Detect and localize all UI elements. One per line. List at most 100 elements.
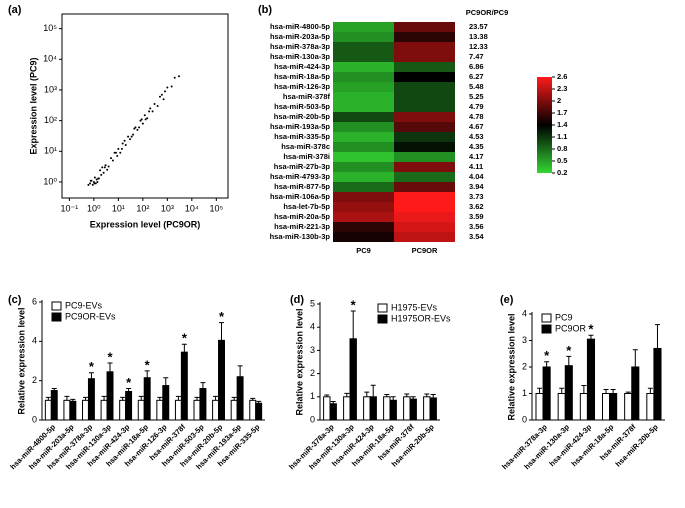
heat-cell	[333, 202, 394, 212]
row-label: hsa-miR-193a-5p	[270, 122, 330, 131]
ratio: 3.94	[469, 182, 484, 191]
heat-cell	[333, 232, 394, 242]
x-tick-label: 10⁴	[185, 203, 199, 213]
point	[153, 102, 156, 105]
row-label: hsa-miR-20b-5p	[274, 112, 331, 121]
bar	[106, 371, 114, 421]
error-bar	[410, 396, 416, 400]
point	[121, 142, 124, 145]
point	[143, 114, 146, 117]
error-bar	[384, 393, 390, 397]
bar	[249, 399, 257, 421]
error-bar	[51, 388, 57, 391]
point	[93, 176, 96, 179]
heat-cell	[333, 212, 394, 222]
x-tick-label: 10⁰	[87, 203, 101, 213]
error-bar	[390, 396, 396, 401]
bar	[646, 393, 655, 421]
error-bar	[370, 384, 376, 397]
ratio: 4.78	[469, 112, 484, 121]
heat-cell	[394, 102, 455, 112]
bar	[343, 396, 351, 421]
legend-swatch	[51, 301, 62, 311]
row-label: hsa-miR-424-3p	[274, 62, 330, 71]
point	[173, 76, 176, 79]
bar	[403, 396, 411, 421]
column-label: PC9OR	[412, 246, 438, 255]
heat-cell	[394, 222, 455, 232]
y-axis-label: Relative expression level	[294, 308, 304, 415]
bar	[193, 399, 201, 421]
heat-cell	[333, 142, 394, 152]
row-label: hsa-miR-221-3p	[274, 222, 330, 231]
heat-cell	[394, 192, 455, 202]
legend-swatch	[541, 324, 552, 334]
bar	[586, 338, 596, 421]
row-label: hsa-miR-503-5p	[274, 102, 330, 111]
point	[120, 147, 123, 150]
legend-label: H1975-EVs	[391, 302, 438, 312]
bar	[601, 393, 611, 421]
ratio: 3.62	[469, 202, 484, 211]
significance: *	[351, 297, 357, 312]
point	[93, 182, 96, 185]
y-tick-label: 4	[522, 308, 527, 318]
bar	[631, 366, 640, 421]
plot-frame	[61, 13, 229, 199]
error-bar	[647, 387, 653, 394]
heat-cell	[394, 182, 455, 192]
heat-cell	[394, 32, 455, 42]
bar	[363, 396, 371, 421]
heat-cell	[333, 122, 394, 132]
heat-cell	[394, 52, 455, 62]
point	[144, 118, 147, 121]
point	[107, 165, 110, 168]
bar	[564, 365, 573, 421]
legend-swatch	[51, 312, 62, 322]
heat-cell	[333, 52, 394, 62]
x-tick-label: 10⁵	[209, 203, 223, 213]
point	[114, 151, 117, 154]
legend-swatch	[541, 313, 552, 323]
bar	[579, 393, 588, 421]
bar	[609, 393, 618, 421]
row-label: hsa-let-7b-5p	[283, 202, 330, 211]
heat-cell	[333, 22, 394, 32]
error-bar	[107, 362, 113, 372]
row-label: hsa-miR-130a-3p	[270, 52, 330, 61]
bar	[156, 399, 164, 421]
ratio: 4.04	[469, 172, 484, 181]
error-bar	[231, 396, 237, 401]
x-tick-label: 10¹	[112, 203, 125, 213]
bar	[423, 396, 431, 421]
error-bar	[175, 395, 181, 401]
y-tick-label: 10⁴	[43, 54, 57, 64]
panel-label: (b)	[258, 4, 272, 16]
bar	[137, 399, 145, 421]
point	[158, 95, 161, 98]
ratio: 23.57	[469, 22, 488, 31]
point	[89, 182, 92, 185]
error-bar	[88, 372, 94, 379]
heat-cell	[333, 62, 394, 72]
colorbar-label: 0.8	[557, 144, 567, 153]
point	[116, 155, 119, 158]
bar	[323, 396, 331, 421]
error-bar	[101, 395, 107, 401]
ratio: 4.11	[469, 162, 483, 171]
colorbar-label: 2.6	[557, 72, 567, 81]
row-label: hsa-miR-126-3p	[274, 82, 330, 91]
error-bar	[64, 395, 70, 401]
significance: *	[219, 309, 225, 324]
y-tick-label: 10³	[44, 84, 57, 94]
heat-cell	[394, 42, 455, 52]
ratio: 3.73	[469, 192, 484, 201]
point	[133, 127, 136, 130]
heat-cell	[333, 222, 394, 232]
row-label: hsa-miR-335-5p	[274, 132, 330, 141]
legend-label: PC9OR-EVs	[65, 311, 116, 321]
x-tick-label: 10⁻¹	[60, 203, 78, 213]
ratio: 4.79	[469, 102, 484, 111]
y-tick-label: 6	[32, 296, 37, 306]
y-axis-label: Relative expression level	[16, 307, 26, 414]
